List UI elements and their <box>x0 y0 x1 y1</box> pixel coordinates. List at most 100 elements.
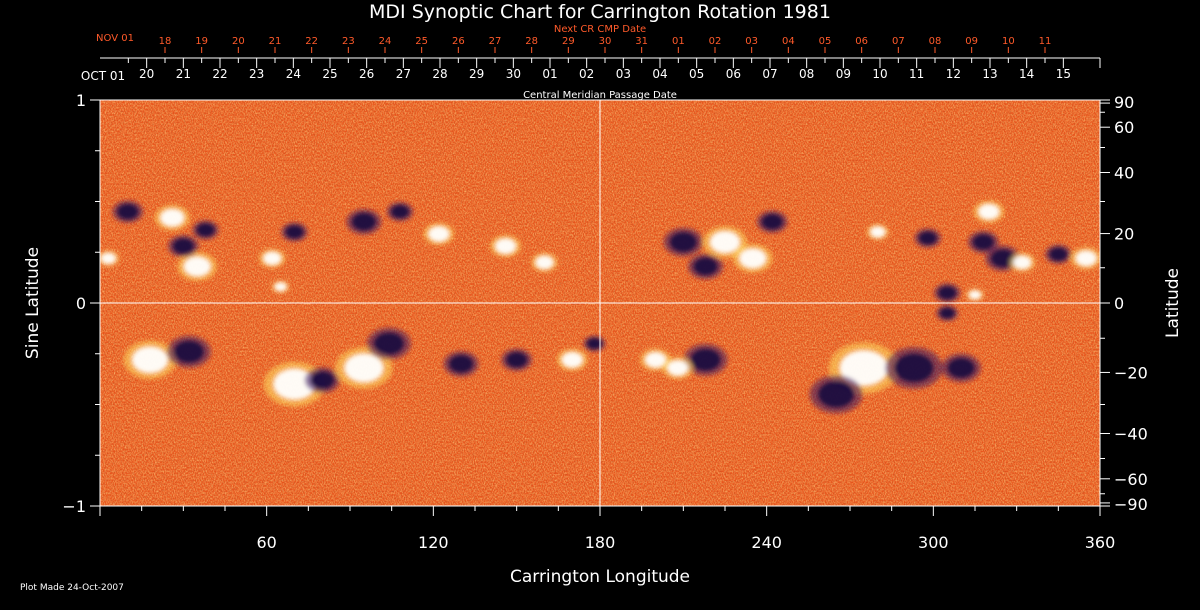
next-cr-date-label: 25 <box>415 36 428 47</box>
cmp-date-label: 10 <box>872 67 887 81</box>
region-negative-core <box>1049 247 1068 261</box>
plot-made-footnote: Plot Made 24-Oct-2007 <box>20 583 124 593</box>
next-cr-date-label: 05 <box>819 36 832 47</box>
next-cr-date-label: 18 <box>159 36 172 47</box>
region-positive-core <box>100 252 116 264</box>
next-cr-date-label: 08 <box>929 36 942 47</box>
cmp-date-label: 30 <box>506 67 521 81</box>
x-tick-label: 240 <box>751 533 782 552</box>
region-negative-core <box>972 234 994 250</box>
region-positive-core <box>870 226 886 238</box>
next-cr-date-label: 27 <box>489 36 502 47</box>
next-cr-date-label: 21 <box>269 36 282 47</box>
region-negative-core <box>285 225 304 239</box>
next-cr-date-label: 26 <box>452 36 465 47</box>
right-tick-label: −20 <box>1114 363 1148 382</box>
region-negative-core <box>172 238 194 254</box>
region-negative-core <box>939 307 955 319</box>
region-negative-core <box>693 257 718 276</box>
region-positive-core <box>344 353 384 383</box>
region-negative-core <box>894 353 934 383</box>
x-tick-label: 180 <box>585 533 616 552</box>
cmp-date-label: 28 <box>432 67 447 81</box>
cmp-date-label: 27 <box>396 67 411 81</box>
right-tick-label: −40 <box>1114 424 1148 443</box>
next-cr-date-label: 24 <box>379 36 392 47</box>
region-positive-core <box>274 282 287 292</box>
left-tick-label: −1 <box>62 497 86 516</box>
region-positive-core <box>160 208 185 227</box>
region-negative-core <box>196 223 215 237</box>
next-cr-date-label: 11 <box>1039 36 1052 47</box>
y-axis-label-right: Latitude <box>1163 268 1183 338</box>
region-negative-core <box>918 231 937 245</box>
cmp-date-label: 05 <box>689 67 704 81</box>
next-cr-date-label: 10 <box>1002 36 1015 47</box>
cmp-date-label: 23 <box>249 67 264 81</box>
region-positive-core <box>839 350 888 386</box>
y-axis-label-left: Sine Latitude <box>23 247 43 359</box>
cmp-date-label: 12 <box>946 67 961 81</box>
next-cr-date-label: 30 <box>599 36 612 47</box>
next-cr-date-label: 31 <box>635 36 648 47</box>
region-positive-core <box>969 290 981 300</box>
cmp-date-label: 24 <box>286 67 301 81</box>
cmp-date-label: 20 <box>139 67 154 81</box>
region-positive-core <box>739 248 767 269</box>
next-cr-date-label: 03 <box>745 36 758 47</box>
region-negative-core <box>947 358 975 378</box>
cmp-first-label: OCT 01 <box>81 69 125 83</box>
region-positive-core <box>263 251 282 265</box>
region-positive-core <box>978 203 1000 220</box>
right-tick-label: 60 <box>1114 118 1134 137</box>
cmp-date-label: 02 <box>579 67 594 81</box>
x-tick-label: 60 <box>256 533 276 552</box>
cmp-date-label: 29 <box>469 67 484 81</box>
right-latitude-axis: 90 60 40 20 0 −20 −40 −60 −90 <box>1100 93 1148 514</box>
right-tick-label: −60 <box>1114 470 1148 489</box>
region-positive-core <box>561 352 583 368</box>
region-positive-core <box>183 256 211 277</box>
next-cr-date-label: 04 <box>782 36 795 47</box>
region-negative-core <box>117 203 139 220</box>
active-regions <box>100 200 1100 414</box>
cmp-date-label: 08 <box>799 67 814 81</box>
next-cr-axis-label: Next CR CMP Date <box>554 24 646 35</box>
cmp-axis-label: Central Meridian Passage Date <box>523 90 677 101</box>
next-cr-date-label: 20 <box>232 36 245 47</box>
cmp-date-label: 01 <box>542 67 557 81</box>
region-negative-core <box>449 355 474 373</box>
cmp-date-label: 25 <box>322 67 337 81</box>
region-negative-core <box>173 340 204 363</box>
x-tick-label: 120 <box>418 533 449 552</box>
next-cr-date-label: 06 <box>855 36 868 47</box>
right-tick-label: −90 <box>1114 495 1148 514</box>
left-tick-label: 0 <box>76 294 86 313</box>
region-negative-core <box>310 371 335 389</box>
left-sine-latitude-axis: 1 0 −1 <box>62 91 100 516</box>
cmp-date-label: 15 <box>1056 67 1071 81</box>
right-tick-label: 20 <box>1114 225 1134 244</box>
x-axis-label: Carrington Longitude <box>510 567 690 587</box>
region-positive-core <box>1075 250 1097 267</box>
region-negative-core <box>818 381 855 408</box>
region-negative-core <box>586 338 602 350</box>
region-positive-core <box>645 352 667 368</box>
region-positive-core <box>535 255 554 269</box>
region-negative-core <box>938 286 957 300</box>
x-tick-label: 360 <box>1085 533 1116 552</box>
cmp-date-label: 21 <box>176 67 191 81</box>
cmp-date-label: 04 <box>652 67 667 81</box>
region-positive-core <box>667 360 689 376</box>
right-tick-label: 0 <box>1114 294 1124 313</box>
region-positive-core <box>428 226 450 242</box>
right-tick-label: 40 <box>1114 164 1134 183</box>
chart-title: MDI Synoptic Chart for Carrington Rotati… <box>369 1 831 23</box>
region-positive-core <box>132 346 168 374</box>
magnetogram-field <box>100 100 1100 506</box>
region-negative-core <box>990 249 1015 268</box>
cmp-date-label: 22 <box>212 67 227 81</box>
region-negative-core <box>761 214 783 230</box>
next-cr-date-label: 09 <box>965 36 978 47</box>
